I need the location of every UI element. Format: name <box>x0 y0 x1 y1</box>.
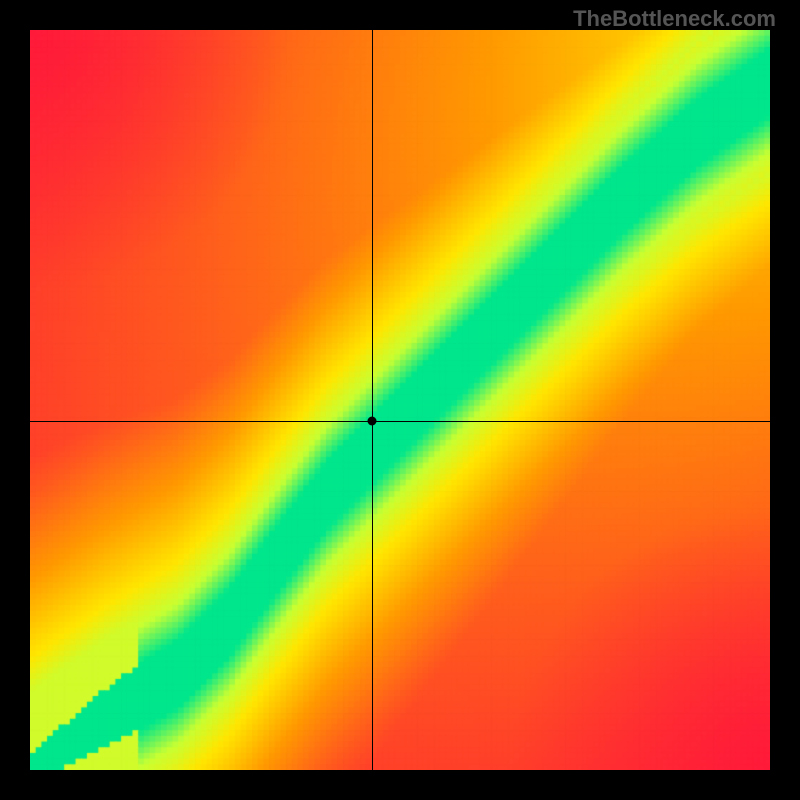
watermark-text: TheBottleneck.com <box>573 6 776 32</box>
plot-area <box>30 30 770 770</box>
crosshair-marker <box>367 416 376 425</box>
heatmap-canvas <box>30 30 770 770</box>
image-frame: TheBottleneck.com <box>0 0 800 800</box>
crosshair-horizontal <box>30 421 770 422</box>
crosshair-vertical <box>372 30 373 770</box>
